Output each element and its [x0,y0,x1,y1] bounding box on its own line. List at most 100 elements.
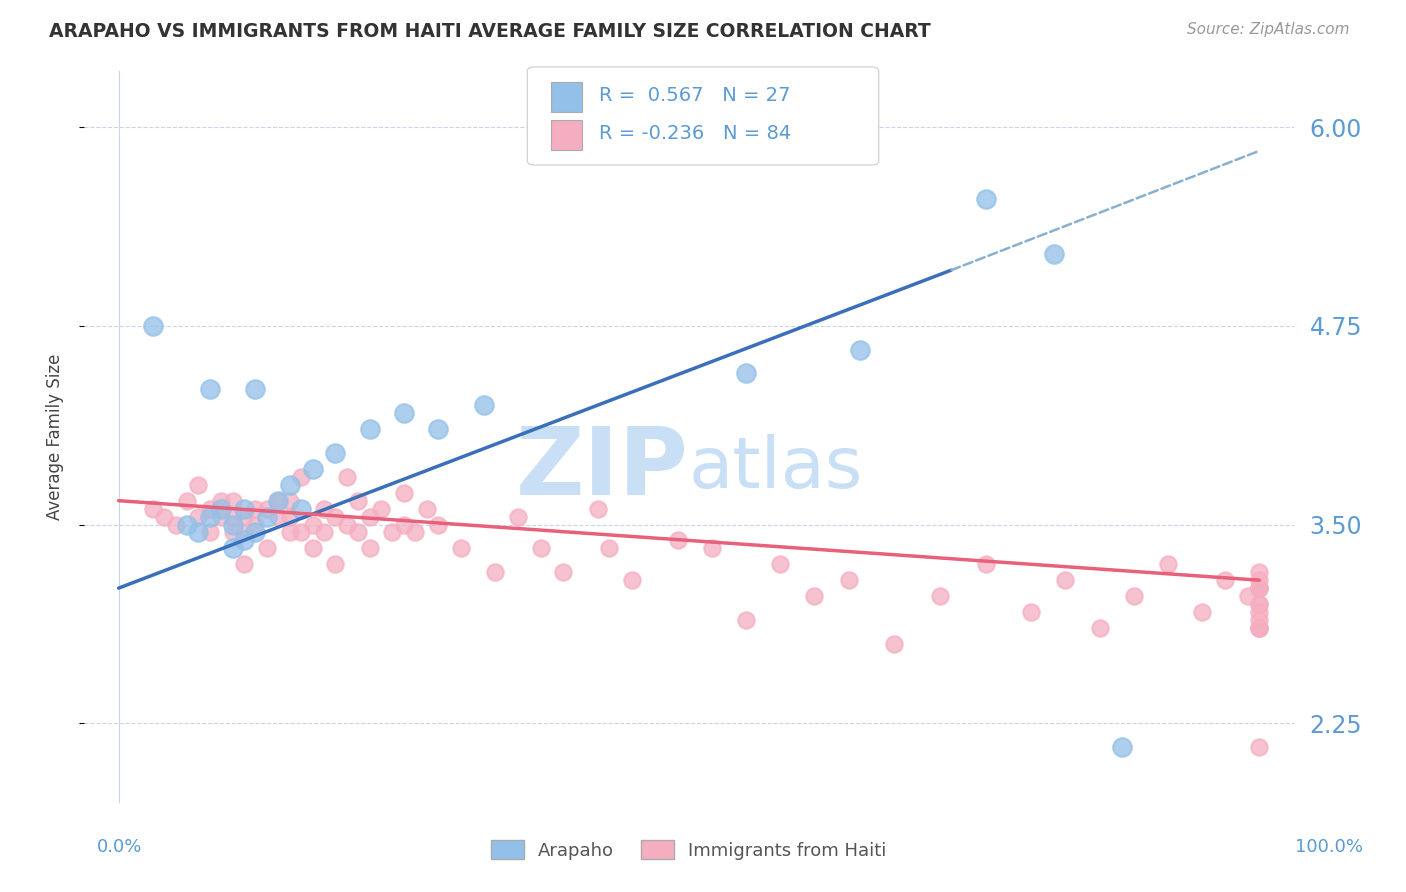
Point [598,541,620,556]
Point [849,343,872,357]
Point [198,525,221,540]
Point [347,525,370,540]
Point [974,558,997,572]
Point [336,517,359,532]
Point [323,558,346,572]
Point [198,383,221,397]
Point [370,501,392,516]
Point [735,367,758,381]
Point [530,541,553,556]
Point [803,589,825,603]
Point [359,509,381,524]
Point [427,422,450,436]
Point [209,501,232,516]
Point [278,525,301,540]
Point [1249,581,1271,595]
Point [176,493,198,508]
Point [267,493,290,508]
Point [1019,605,1042,619]
Point [233,525,256,540]
Point [1054,573,1077,587]
Point [974,192,997,206]
Point [312,525,335,540]
Point [1249,621,1271,635]
Point [267,493,290,508]
Point [187,509,209,524]
Legend: Arapaho, Immigrants from Haiti: Arapaho, Immigrants from Haiti [484,832,894,867]
Point [586,501,609,516]
Point [1249,621,1271,635]
Point [256,501,278,516]
Point [450,541,472,556]
Text: R = -0.236   N = 84: R = -0.236 N = 84 [599,124,792,144]
Point [278,477,301,491]
Point [312,501,335,516]
Point [415,501,437,516]
Point [404,525,426,540]
Y-axis label: Average Family Size: Average Family Size [45,354,63,520]
Point [323,509,346,524]
Point [1213,573,1236,587]
Point [553,566,575,580]
Point [883,637,905,651]
Point [1237,589,1260,603]
Point [221,493,243,508]
Point [245,517,267,532]
Point [245,383,267,397]
Point [245,525,267,540]
Text: 100.0%: 100.0% [1295,838,1362,855]
Point [187,525,209,540]
Point [1249,573,1271,587]
Point [142,318,165,333]
Point [1249,605,1271,619]
Point [392,406,415,420]
Text: R =  0.567   N = 27: R = 0.567 N = 27 [599,86,790,105]
Point [472,398,495,412]
Point [1249,621,1271,635]
Point [392,517,415,532]
Point [506,509,529,524]
Point [245,501,267,516]
Point [1191,605,1213,619]
Point [209,493,232,508]
Point [347,493,370,508]
Point [256,541,278,556]
Point [278,493,301,508]
Point [153,509,176,524]
Point [221,517,243,532]
Point [221,525,243,540]
Point [176,517,198,532]
Point [1249,581,1271,595]
Point [1157,558,1180,572]
Point [256,509,278,524]
Point [209,509,232,524]
Point [1249,740,1271,755]
Point [301,462,323,476]
Point [198,509,221,524]
Point [392,485,415,500]
Point [666,533,689,548]
Text: 0.0%: 0.0% [97,838,142,855]
Text: Source: ZipAtlas.com: Source: ZipAtlas.com [1187,22,1350,37]
Point [336,470,359,484]
Point [484,566,506,580]
Point [187,477,209,491]
Point [221,509,243,524]
Point [290,501,312,516]
Point [700,541,723,556]
Point [142,501,165,516]
Point [1088,621,1111,635]
Point [1249,597,1271,611]
Point [290,470,312,484]
Point [323,446,346,460]
Point [1249,613,1271,627]
Point [359,541,381,556]
Point [301,517,323,532]
Point [928,589,950,603]
Point [198,501,221,516]
Point [735,613,758,627]
Point [233,533,256,548]
Point [427,517,450,532]
Point [1122,589,1144,603]
Point [1111,740,1133,755]
